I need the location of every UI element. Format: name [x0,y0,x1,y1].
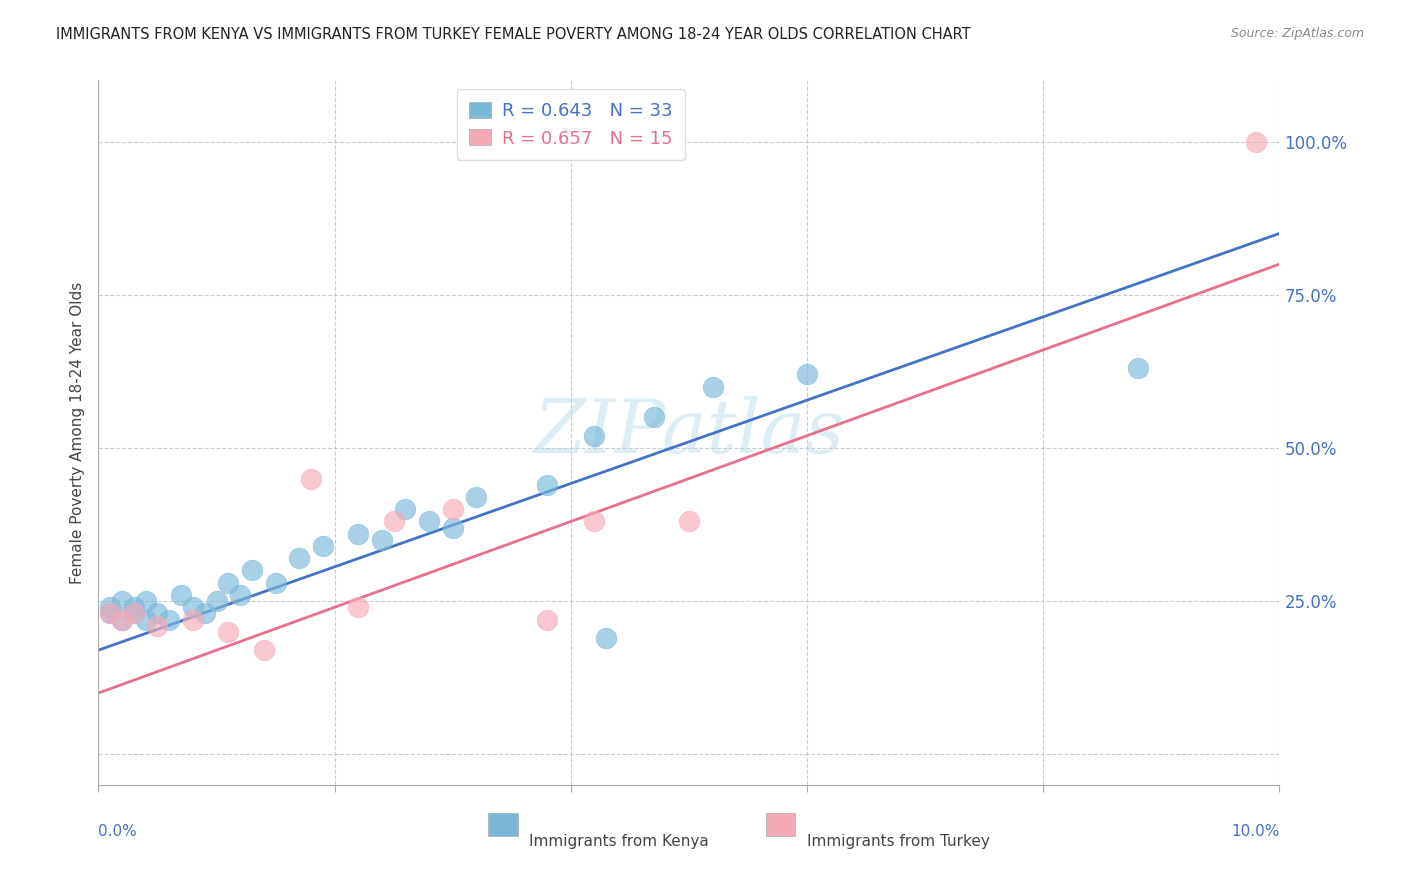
Legend: R = 0.643   N = 33, R = 0.657   N = 15: R = 0.643 N = 33, R = 0.657 N = 15 [457,89,685,161]
Point [394,502,416,516]
Text: Immigrants from Turkey: Immigrants from Turkey [807,834,990,849]
Point [796,368,818,382]
Point [98,607,121,621]
Point [146,607,169,621]
Point [371,533,394,547]
Point [347,526,370,541]
Point [111,594,134,608]
FancyBboxPatch shape [488,814,517,836]
Text: Source: ZipAtlas.com: Source: ZipAtlas.com [1230,27,1364,40]
Y-axis label: Female Poverty Among 18-24 Year Olds: Female Poverty Among 18-24 Year Olds [69,282,84,583]
Point [98,600,121,615]
Point [111,613,134,627]
Text: IMMIGRANTS FROM KENYA VS IMMIGRANTS FROM TURKEY FEMALE POVERTY AMONG 18-24 YEAR : IMMIGRANTS FROM KENYA VS IMMIGRANTS FROM… [56,27,972,42]
Point [217,624,239,639]
Point [1244,135,1267,149]
Point [299,472,322,486]
Text: 10.0%: 10.0% [1232,823,1279,838]
Point [264,575,287,590]
Point [122,600,145,615]
FancyBboxPatch shape [766,814,796,836]
Point [441,520,464,534]
Point [312,539,335,553]
Point [583,428,606,442]
Point [122,607,145,621]
Point [181,600,204,615]
Point [146,618,169,632]
Point [347,600,370,615]
Point [205,594,228,608]
Point [288,551,311,566]
Point [441,502,464,516]
Point [181,613,204,627]
Point [643,410,665,425]
Point [135,594,157,608]
Point [702,379,724,393]
Point [536,613,558,627]
Text: 0.0%: 0.0% [98,823,138,838]
Point [98,607,121,621]
Point [194,607,217,621]
Text: ZIPatlas: ZIPatlas [533,396,845,469]
Point [122,607,145,621]
Point [217,575,239,590]
Text: Immigrants from Kenya: Immigrants from Kenya [530,834,709,849]
Point [1126,361,1149,376]
Point [157,613,180,627]
Point [111,613,134,627]
Point [382,515,405,529]
Point [418,515,440,529]
Point [240,564,263,578]
Point [583,515,606,529]
Point [253,643,276,657]
Point [229,588,252,602]
Point [595,631,617,645]
Point [170,588,193,602]
Point [135,613,157,627]
Point [536,477,558,491]
Point [678,515,700,529]
Point [465,490,488,504]
